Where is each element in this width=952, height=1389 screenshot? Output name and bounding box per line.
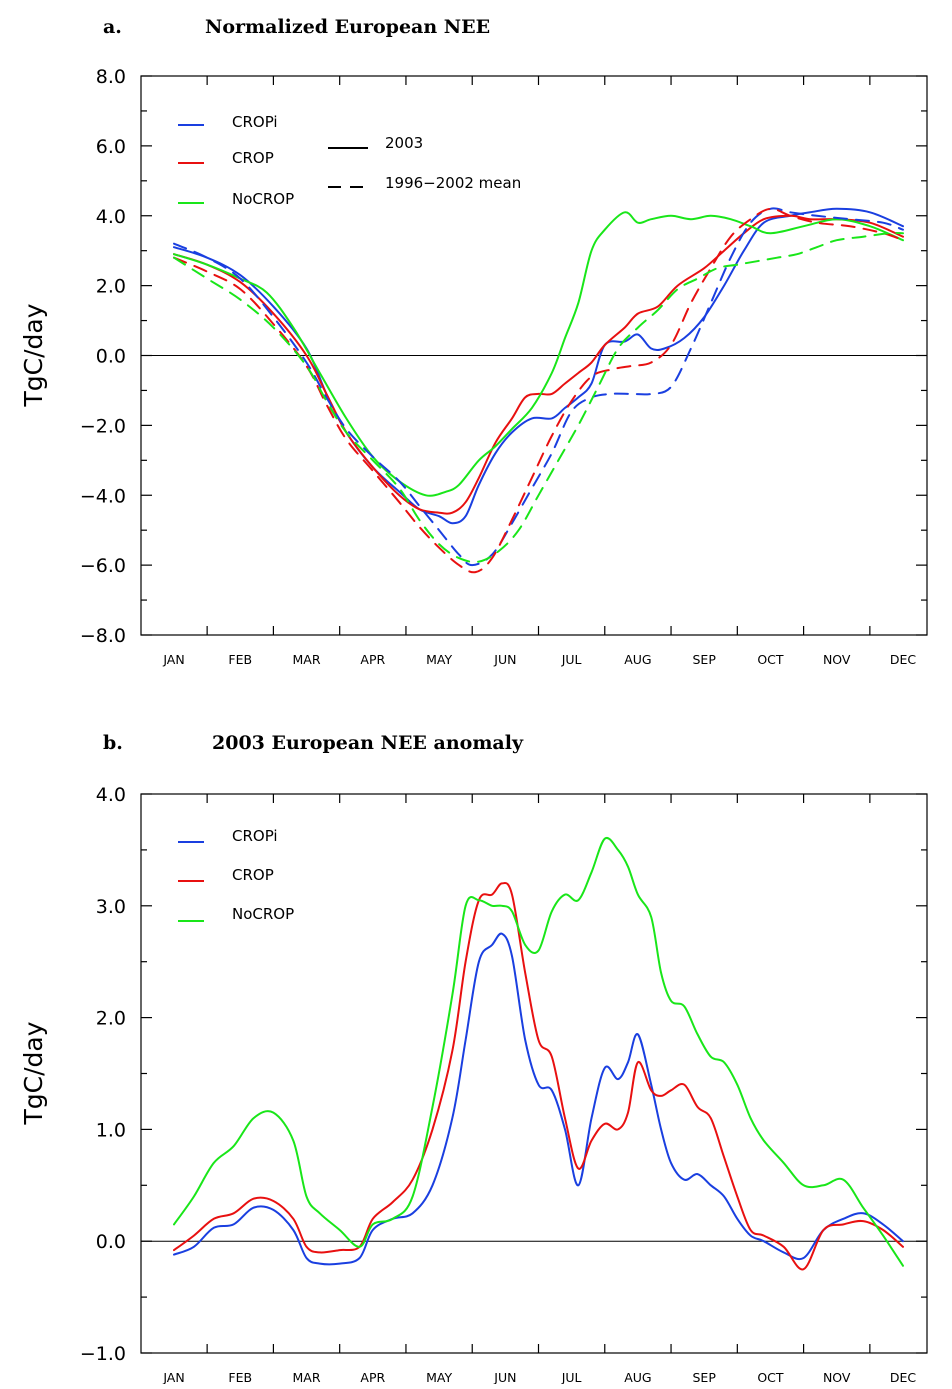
panel-a-xtick-label-dec: DEC bbox=[890, 652, 917, 667]
panel-b-ytick-label: 0.0 bbox=[96, 1231, 126, 1253]
panel-b-series-crop-solid bbox=[173, 882, 904, 1271]
panel-a-title: Normalized European NEE bbox=[205, 16, 490, 38]
panel-a-xtick-label-oct: OCT bbox=[757, 652, 784, 667]
panel-a-ytick-label: 2.0 bbox=[96, 276, 126, 298]
panel-b-ytick-label: −1.0 bbox=[80, 1343, 126, 1365]
legend-style-dashed-label: 1996−2002 mean bbox=[385, 174, 521, 192]
panel-a-series-nocrop-solid bbox=[173, 211, 904, 497]
panel-b-xtick-label-nov: NOV bbox=[823, 1370, 851, 1384]
legend-label-cropi: CROPi bbox=[232, 827, 278, 845]
panel-a-series-nocrop-dashed bbox=[173, 231, 904, 563]
panel-a-series-crop-solid bbox=[173, 214, 904, 515]
panel-a-series-crop-dashed bbox=[173, 207, 904, 574]
panel-b-xtick-label-dec: DEC bbox=[890, 1370, 917, 1384]
panel-a-ytick-label: 8.0 bbox=[96, 66, 126, 88]
panel-a-ytick-label: −2.0 bbox=[80, 415, 126, 437]
panel-a-xtick-label-jun: JUN bbox=[493, 652, 516, 667]
panel-b-xtick-label-oct: OCT bbox=[757, 1370, 784, 1384]
panel-a-xtick-label-nov: NOV bbox=[823, 652, 851, 667]
panel-a-axes: 8.0 6.0 4.0 2.0 0.0 −2.0 −4.0 −6.0 −8.0 JAN FEB MAR… bbox=[80, 66, 928, 667]
legend-label-crop: CROP bbox=[232, 866, 274, 884]
panel-a-ytick-label: −4.0 bbox=[80, 485, 126, 507]
panel-b-xtick-label-aug: AUG bbox=[624, 1370, 651, 1384]
legend-label-cropi: CROPi bbox=[232, 113, 278, 131]
legend-label-nocrop: NoCROP bbox=[232, 905, 294, 923]
panel-a-series-cropi-dashed bbox=[173, 207, 904, 567]
panel-a-xtick-label-feb: FEB bbox=[228, 652, 252, 667]
panel-b-ytick-label: 3.0 bbox=[96, 896, 126, 918]
panel-a-label: a. bbox=[103, 16, 122, 38]
panel-a-ytick-label: −6.0 bbox=[80, 555, 126, 577]
panel-b-ytick-label: 4.0 bbox=[96, 784, 126, 806]
panel-a-ytick-label: 0.0 bbox=[96, 346, 126, 368]
panel-a-ytick-label: −8.0 bbox=[80, 625, 126, 647]
panel-a-xtick-label-aug: AUG bbox=[624, 652, 651, 667]
panel-b-axes: 4.0 3.0 2.0 1.0 0.0 −1.0 JAN FEB MAR APR MAY JUN JUL… bbox=[80, 784, 928, 1385]
panel-a-ytick-label: 6.0 bbox=[96, 136, 126, 158]
panel-a-ytick-label: 4.0 bbox=[96, 206, 126, 228]
panel-a-xtick-label-jan: JAN bbox=[162, 652, 184, 667]
panel-b-series-cropi-solid bbox=[173, 932, 904, 1266]
panel-b: b. 2003 European NEE anomaly TgC/day 4.0… bbox=[19, 732, 928, 1385]
panel-a-xtick-label-sep: SEP bbox=[692, 652, 716, 667]
panel-b-xtick-label-may: MAY bbox=[426, 1370, 452, 1384]
panel-b-ytick-label: 2.0 bbox=[96, 1008, 126, 1030]
panel-b-xtick-label-mar: MAR bbox=[293, 1370, 321, 1384]
panel-b-xtick-label-feb: FEB bbox=[228, 1370, 252, 1384]
panel-b-ylabel: TgC/day bbox=[19, 1021, 48, 1125]
panel-b-title: 2003 European NEE anomaly bbox=[212, 732, 524, 754]
panel-a-xtick-label-may: MAY bbox=[426, 652, 452, 667]
panel-a-series bbox=[173, 207, 904, 574]
panel-b-xtick-label-sep: SEP bbox=[692, 1370, 716, 1384]
legend-label-crop: CROP bbox=[232, 149, 274, 167]
panel-b-xtick-label-jun: JUN bbox=[493, 1370, 516, 1384]
legend-label-nocrop: NoCROP bbox=[232, 190, 294, 208]
legend-style-solid-label: 2003 bbox=[385, 134, 423, 152]
panel-a-ylabel: TgC/day bbox=[19, 303, 48, 407]
panel-a-xtick-label-mar: MAR bbox=[293, 652, 321, 667]
panel-b-series-nocrop-solid bbox=[173, 836, 904, 1267]
panel-b-series bbox=[173, 836, 904, 1271]
panel-b-xtick-label-jul: JUL bbox=[561, 1370, 582, 1384]
panel-a: a. Normalized European NEE TgC/day 8.0 6.… bbox=[19, 16, 928, 667]
panel-a-legend: CROPi CROP NoCROP 2003 1996−2002 mean bbox=[178, 113, 521, 208]
panel-b-xtick-label-jan: JAN bbox=[162, 1370, 184, 1384]
panel-a-xtick-label-jul: JUL bbox=[561, 652, 582, 667]
panel-b-ytick-label: 1.0 bbox=[96, 1119, 126, 1141]
panel-a-xtick-label-apr: APR bbox=[360, 652, 385, 667]
panel-b-xtick-label-apr: APR bbox=[360, 1370, 385, 1384]
panel-b-legend: CROPi CROP NoCROP bbox=[178, 827, 294, 923]
panel-b-label: b. bbox=[103, 732, 123, 754]
